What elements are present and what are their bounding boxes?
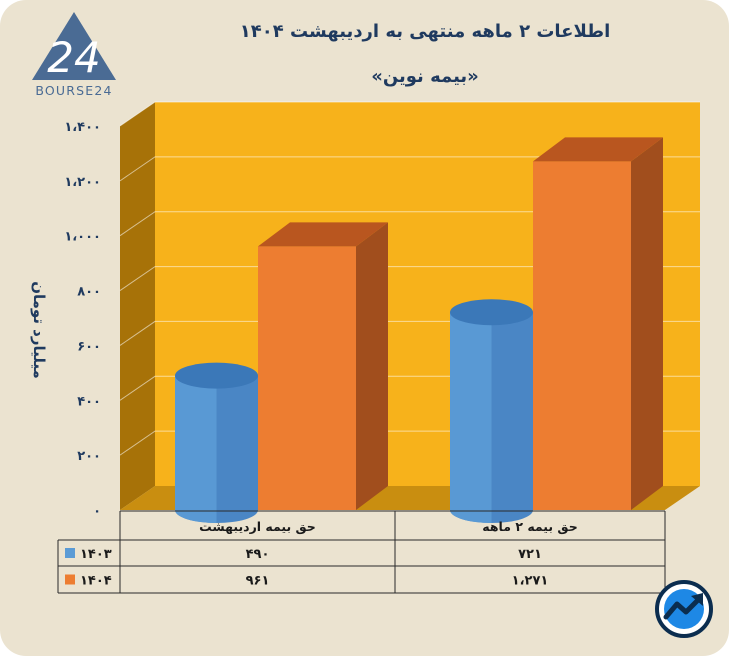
chart-subtitle: «بیمه نوین» bbox=[371, 66, 479, 87]
bar-1403-top bbox=[175, 362, 258, 389]
legend-swatch bbox=[65, 574, 75, 585]
grid-line bbox=[119, 211, 700, 237]
y-tick-labels: ۰ ۲۰۰ ۴۰۰ ۶۰۰ ۸۰۰ ۱،۰۰۰ ۱،۲۰۰ ۱،۴۰۰ bbox=[64, 120, 101, 519]
bar-1403-highlight bbox=[450, 312, 492, 523]
y-tick-label: ۰ bbox=[93, 504, 101, 519]
y-tick-label: ۱،۲۰۰ bbox=[64, 175, 101, 190]
bar-1404-top bbox=[258, 222, 388, 247]
bar-1404-side bbox=[631, 137, 663, 510]
bar-1404 bbox=[533, 137, 663, 510]
data-label: ۷۲۱ bbox=[518, 547, 542, 562]
legend-swatch bbox=[65, 548, 75, 558]
bar-1404-front bbox=[258, 246, 356, 510]
category-label: حق بیمه ۲ ماهه bbox=[482, 519, 577, 534]
y-tick-label: ۶۰۰ bbox=[77, 339, 101, 354]
grid-line bbox=[119, 101, 700, 127]
bar-1404-front bbox=[533, 161, 631, 510]
data-label: ۱،۲۷۱ bbox=[512, 574, 549, 589]
grid-line bbox=[119, 156, 700, 182]
chart-title: اطلاعات ۲ ماهه منتهی به اردیبهشت ۱۴۰۴ bbox=[240, 21, 611, 42]
bar-1403-highlight bbox=[175, 375, 217, 523]
bar-1403-top bbox=[450, 299, 533, 326]
data-label: ۹۶۱ bbox=[246, 574, 270, 589]
trend-arrowhead-icon bbox=[691, 593, 703, 606]
y-tick-label: ۱،۴۰۰ bbox=[64, 120, 101, 135]
y-tick-label: ۲۰۰ bbox=[77, 449, 101, 464]
bourse24-logo: 24 BOURSE24 bbox=[32, 12, 116, 98]
logo-text: BOURSE24 bbox=[35, 83, 112, 98]
logo-triangle-icon bbox=[32, 12, 116, 80]
y-axis-label: میلیارد تومان bbox=[30, 281, 48, 379]
trend-badge bbox=[655, 580, 713, 638]
legend-label: ۱۴۰۳ bbox=[80, 547, 112, 562]
y-tick-label: ۴۰۰ bbox=[77, 394, 101, 409]
legend-label: ۱۴۰۴ bbox=[80, 574, 112, 589]
bar-1404-side bbox=[356, 222, 388, 510]
plot-side-wall bbox=[120, 102, 155, 510]
y-tick-label: ۱،۰۰۰ bbox=[64, 230, 101, 245]
data-table: حق بیمه اردیبهشت حق بیمه ۲ ماهه ۱۴۰۳ ۴۹۰ ۷۲۱… bbox=[57, 510, 666, 594]
logo-number: 24 bbox=[47, 33, 100, 82]
bar-1404 bbox=[258, 222, 388, 510]
bar-1403 bbox=[175, 362, 258, 523]
trend-arrow-icon bbox=[663, 595, 703, 620]
category-label: حق بیمه اردیبهشت bbox=[199, 519, 316, 534]
bars bbox=[175, 137, 663, 523]
bar-1403 bbox=[450, 299, 533, 523]
grid-line bbox=[119, 266, 700, 291]
y-tick-label: ۸۰۰ bbox=[77, 285, 101, 300]
data-label: ۴۹۰ bbox=[246, 547, 270, 562]
bar-1404-top bbox=[533, 137, 663, 162]
